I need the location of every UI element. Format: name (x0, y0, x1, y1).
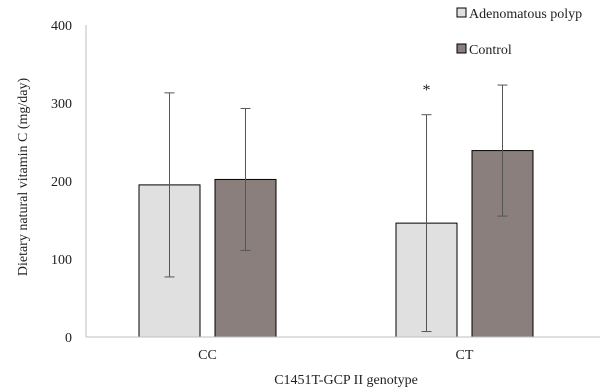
legend-swatch (456, 7, 467, 18)
y-tick-label: 100 (51, 253, 72, 268)
y-tick-label: 300 (51, 97, 72, 112)
legend-entry: Control (469, 43, 512, 58)
error-bars-layer (164, 84, 508, 333)
y-tick-label: 400 (51, 19, 72, 34)
x-tick-labels: CC CT (198, 348, 474, 363)
significance-marker: * (423, 82, 431, 99)
y-tick-label: 0 (65, 331, 72, 346)
y-tick-label: 200 (51, 175, 72, 190)
annotations-layer: * (423, 82, 431, 99)
x-tick-label: CT (456, 348, 474, 363)
y-axis-label: Dietary natural vitamin C (mg/day) (16, 78, 31, 277)
x-axis-label: C1451T-GCP II genotype (274, 373, 418, 388)
bars-layer (138, 150, 534, 338)
y-tick-labels: 0 100 200 300 400 (51, 19, 72, 346)
legend-swatch (456, 43, 467, 54)
legend: Adenomatous polyp Control (456, 7, 582, 58)
x-tick-label: CC (198, 348, 217, 363)
legend-entry: Adenomatous polyp (469, 7, 582, 22)
